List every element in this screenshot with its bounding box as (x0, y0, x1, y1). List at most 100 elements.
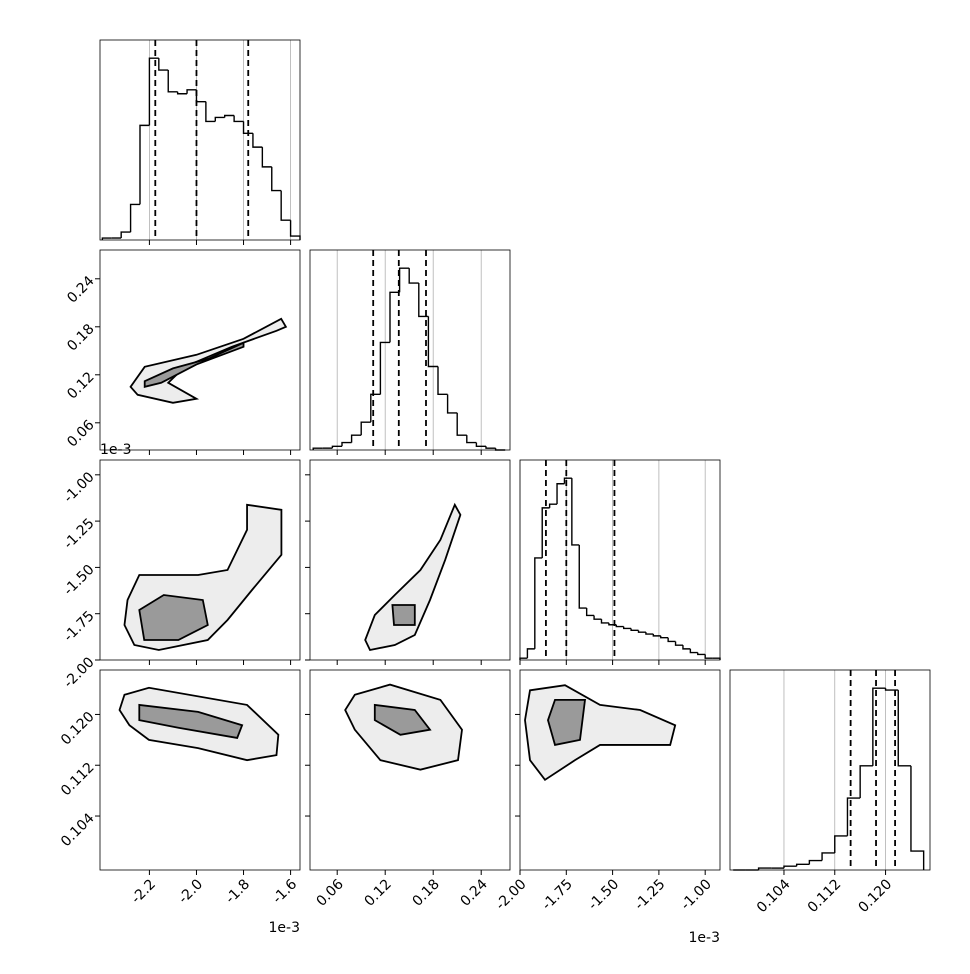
hist-bin (682, 645, 691, 650)
contour (373, 703, 432, 736)
hist-bin (224, 114, 235, 118)
hist-bin (834, 835, 848, 853)
hist-bin (897, 690, 911, 767)
contour (138, 594, 209, 641)
hist-bin (331, 445, 342, 449)
hist-bin (233, 115, 244, 123)
panel-frame (729, 669, 931, 871)
hist-bin (427, 316, 438, 368)
panel-frame (99, 249, 301, 451)
hist-bin (548, 503, 558, 508)
x-tick-label: -1.25 (632, 876, 669, 913)
hist-bin (261, 147, 272, 168)
x-tick-label: -2.2 (128, 876, 159, 907)
panel-frame (99, 669, 301, 871)
hist-bin (437, 366, 448, 396)
hist-bin (872, 687, 886, 766)
x-tick-label: 0.104 (754, 876, 794, 916)
hist-bin (637, 630, 646, 633)
hist-bin (593, 615, 602, 620)
y-tick-label: 0.24 (64, 273, 97, 306)
contour (143, 341, 245, 388)
hist-bin (821, 852, 835, 861)
hist-bin (795, 863, 810, 867)
hist-bin (408, 268, 419, 284)
y-tick-label: 0.06 (64, 417, 97, 450)
hist-bin (398, 267, 410, 293)
x-tick-label: -2.0 (175, 876, 206, 907)
hist-bin (176, 91, 188, 95)
panel-frame (99, 459, 301, 661)
hist-bin (158, 58, 169, 71)
hist-bin (485, 446, 496, 449)
hist-bin (563, 477, 572, 484)
contour (524, 684, 677, 782)
hist-bin (757, 867, 772, 870)
panel-frame (309, 459, 511, 661)
x-offset-text: 1e-3 (269, 920, 300, 936)
hist-bin (350, 434, 362, 443)
hist-bin (120, 231, 131, 239)
hist-bin (783, 865, 797, 869)
y-tick-label: -2.00 (61, 654, 98, 691)
panel-frame (99, 39, 301, 241)
hist-bin (846, 797, 861, 836)
hist-bin (660, 635, 669, 639)
hist-bin (446, 394, 458, 414)
contour (138, 703, 244, 739)
hist-bin (370, 393, 381, 423)
hist-bin (186, 89, 197, 94)
hist-bin (252, 133, 263, 148)
hist-bin (571, 478, 580, 546)
hist-bin (205, 101, 216, 123)
y-tick-label: 0.18 (64, 321, 97, 354)
panel-frame (309, 669, 511, 871)
contour (129, 317, 288, 404)
y-offset-text: 1e-3 (100, 442, 131, 458)
hist-bin (389, 291, 400, 343)
y-tick-label: -1.25 (61, 515, 98, 552)
x-tick-label: -1.6 (270, 876, 301, 907)
hist-bin (697, 652, 706, 656)
hist-bin (541, 507, 550, 558)
x-tick-label: 0.18 (410, 876, 443, 909)
panel-frame (519, 669, 721, 871)
y-tick-label: 0.12 (64, 369, 97, 402)
hist-bin (600, 619, 609, 624)
hist-bin (456, 412, 467, 436)
hist-bin (341, 441, 352, 447)
x-tick-label: 0.24 (458, 876, 491, 909)
panel-frame (519, 459, 721, 661)
panel-frame (309, 249, 511, 451)
hist-bin (379, 341, 390, 395)
hist-bin (195, 89, 206, 103)
x-tick-label: -1.8 (223, 876, 254, 907)
hist-bin (578, 544, 587, 609)
hist-bin (139, 124, 150, 205)
hist-bin (101, 237, 112, 240)
hist-bin (859, 765, 873, 799)
hist-bin (214, 116, 225, 122)
x-tick-label: -1.50 (585, 876, 622, 913)
y-tick-label: 0.112 (58, 760, 98, 800)
x-tick-label: 0.06 (314, 876, 347, 909)
hist-bin (280, 190, 291, 221)
contour (547, 698, 587, 746)
hist-bin (623, 626, 632, 630)
hist-bin (148, 57, 159, 126)
hist-bin (615, 624, 624, 628)
hist-bin (271, 166, 282, 192)
hist-bin (242, 121, 253, 134)
hist-bin (645, 632, 654, 635)
hist-bin (556, 483, 565, 505)
hist-bin (652, 634, 661, 637)
hist-bin (689, 648, 698, 654)
x-tick-label: 0.120 (856, 876, 896, 916)
hist-bin (418, 283, 429, 318)
x-tick-label: -1.00 (678, 876, 715, 913)
hist-bin (704, 654, 713, 659)
hist-bin (534, 557, 543, 649)
y-tick-label: -1.50 (61, 562, 98, 599)
hist-bin (167, 70, 178, 93)
